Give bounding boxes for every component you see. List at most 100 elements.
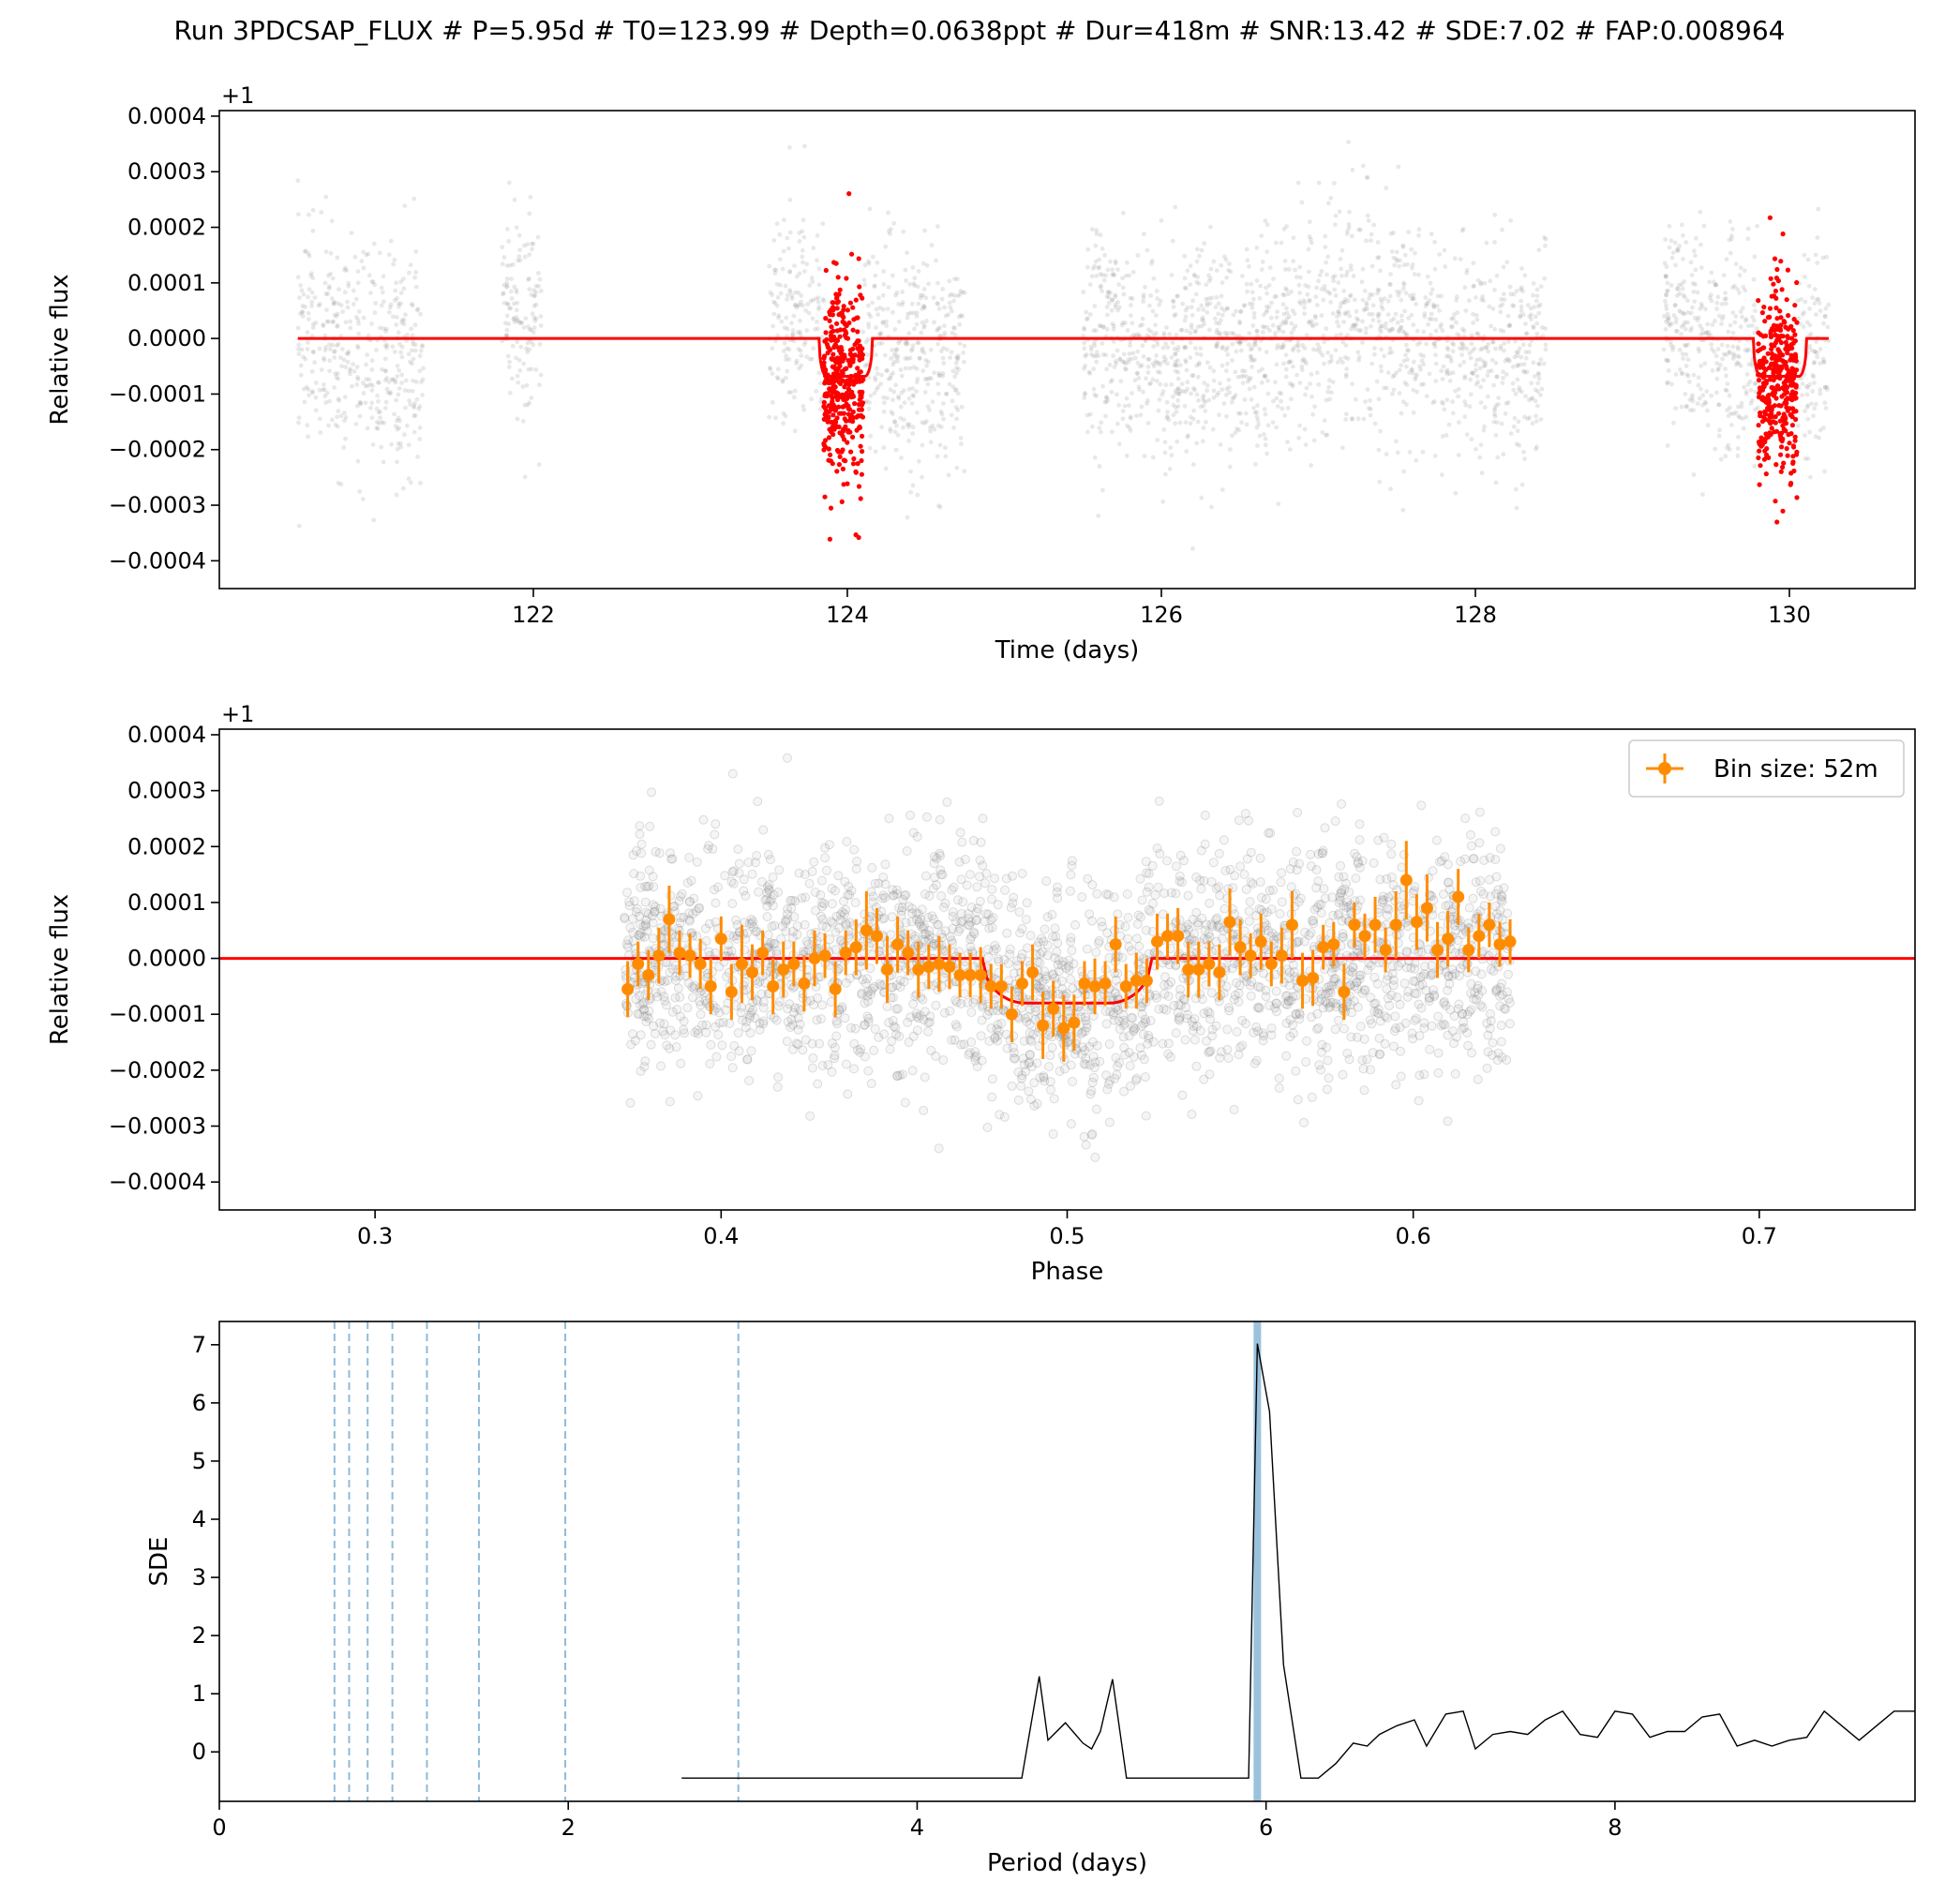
data-point (1280, 302, 1286, 307)
in-transit-point (1779, 287, 1785, 292)
data-point (891, 353, 897, 358)
data-point (906, 425, 911, 429)
data-point (1688, 328, 1693, 334)
lightcurve-data-layer (295, 140, 1832, 551)
data-point (818, 381, 823, 386)
in-transit-point (1784, 297, 1789, 303)
data-point (537, 341, 543, 347)
phase-point (860, 978, 871, 989)
data-point (1254, 425, 1260, 430)
data-point (786, 246, 791, 251)
data-point (1207, 327, 1212, 333)
data-point (307, 212, 311, 217)
data-point (1124, 453, 1130, 458)
data-point (1297, 299, 1302, 305)
data-point (305, 330, 310, 335)
data-point (1113, 302, 1118, 307)
data-point (321, 322, 326, 327)
data-point (952, 388, 958, 393)
phase-point (1111, 975, 1121, 985)
data-point (1150, 361, 1156, 366)
data-point (369, 279, 375, 284)
phase-point (1079, 1059, 1089, 1068)
data-point (527, 400, 532, 406)
in-transit-point (850, 359, 856, 365)
data-point (1162, 450, 1168, 455)
data-point (1478, 384, 1484, 390)
phase-point (863, 996, 874, 1007)
data-point (1818, 391, 1823, 396)
data-point (1189, 325, 1194, 331)
data-point (1247, 342, 1251, 348)
phase-data-layer (620, 753, 1515, 1162)
data-point (1698, 323, 1702, 328)
data-point (1685, 342, 1691, 347)
data-point (537, 276, 543, 282)
data-point (1129, 303, 1133, 308)
data-point (1110, 267, 1115, 273)
data-point (1740, 416, 1745, 421)
phase-point (1302, 1036, 1311, 1046)
data-point (1675, 246, 1680, 251)
in-transit-point (853, 297, 859, 303)
data-point (820, 335, 825, 340)
data-point (522, 254, 528, 260)
data-point (1257, 433, 1263, 439)
phase-point (1242, 854, 1252, 864)
data-point (1184, 367, 1189, 373)
data-point (1444, 397, 1450, 403)
data-point (1254, 328, 1260, 334)
data-point (1157, 396, 1162, 402)
data-point (506, 180, 512, 186)
data-point (1698, 209, 1703, 215)
in-transit-point (1772, 403, 1777, 409)
phase-point (1137, 1050, 1146, 1060)
data-point (1091, 353, 1096, 359)
data-point (932, 370, 937, 376)
data-point (1242, 368, 1248, 374)
data-point (809, 396, 814, 402)
data-point (1173, 421, 1178, 426)
data-point (937, 504, 943, 510)
data-point (1219, 262, 1224, 268)
data-point (1682, 322, 1686, 328)
data-point (1368, 291, 1372, 297)
phase-point (1060, 1064, 1070, 1074)
data-point (1112, 323, 1116, 329)
data-point (529, 396, 534, 400)
data-point (1690, 398, 1696, 404)
phase-point (1504, 1019, 1515, 1029)
data-point (1728, 322, 1733, 328)
data-point (1206, 296, 1212, 301)
data-point (1335, 320, 1339, 324)
data-point (346, 349, 352, 354)
data-point (1263, 411, 1268, 417)
phase-point (639, 1011, 650, 1022)
phase-point (1363, 964, 1373, 975)
data-point (1523, 331, 1529, 336)
data-point (1094, 274, 1100, 278)
data-point (1264, 249, 1270, 255)
phase-point (1223, 1053, 1234, 1063)
data-point (1424, 394, 1429, 399)
in-transit-point (845, 307, 851, 313)
data-point (876, 341, 882, 346)
data-point (1681, 311, 1686, 316)
in-transit-point (1774, 266, 1780, 273)
data-point (1732, 320, 1738, 325)
data-point (953, 360, 959, 366)
data-point (1277, 328, 1282, 333)
data-point (1130, 391, 1134, 396)
data-point (1163, 471, 1168, 477)
in-transit-point (1763, 431, 1769, 437)
in-transit-point (860, 400, 866, 406)
data-point (1339, 247, 1345, 253)
data-point (910, 431, 915, 437)
data-point (395, 459, 399, 465)
data-point (1204, 419, 1208, 425)
data-point (411, 341, 415, 347)
data-point (1306, 246, 1311, 252)
data-point (1404, 402, 1409, 407)
data-point (327, 368, 332, 374)
data-point (1102, 252, 1107, 258)
